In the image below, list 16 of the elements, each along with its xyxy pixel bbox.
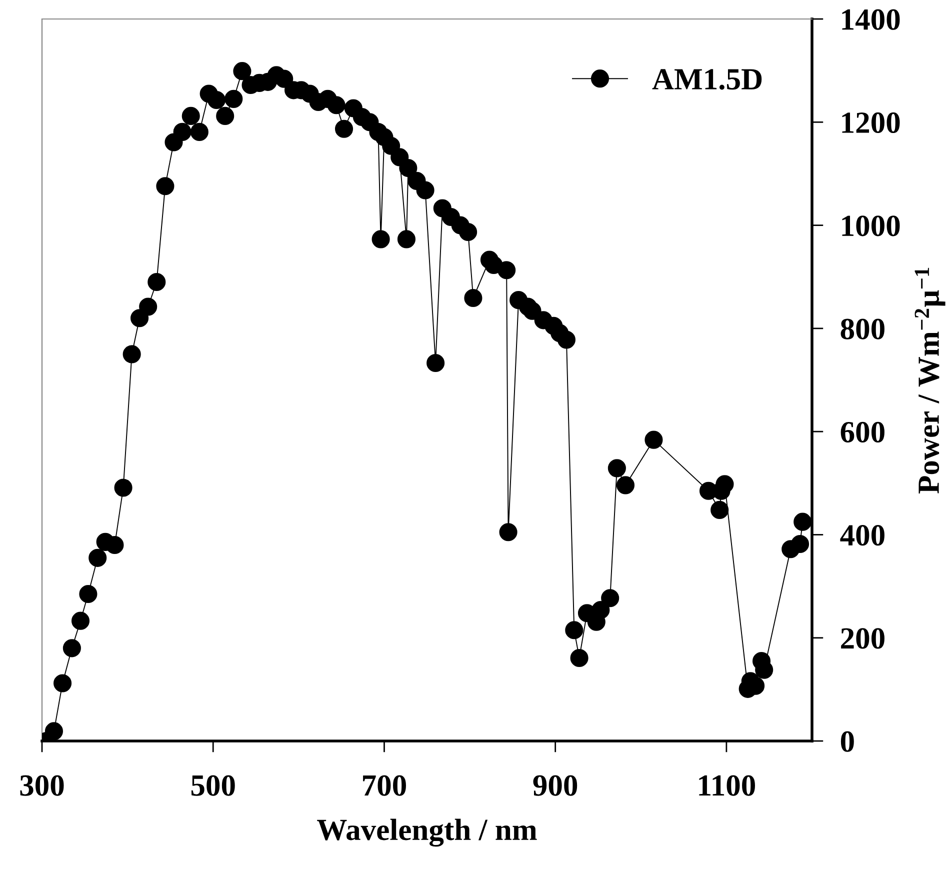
y-axis-title: Power / Wm$^{−2}$μ$^{−1}$ xyxy=(914,268,946,494)
x-tick-label: 1100 xyxy=(699,775,755,796)
y-tick-label: 0 xyxy=(840,731,854,752)
x-tick-label: 900 xyxy=(533,775,578,796)
x-tick-label: 500 xyxy=(191,775,235,796)
y-tick-label: 600 xyxy=(840,422,884,442)
y-tick-label: 1200 xyxy=(842,112,900,134)
y-tick-label: 1400 xyxy=(842,9,900,30)
y-tick-label: 1000 xyxy=(842,216,900,236)
legend-label: AM1.5D xyxy=(652,69,762,90)
x-tick-label: 300 xyxy=(20,775,64,796)
x-tick-label: 700 xyxy=(363,775,406,796)
y-tick-label: 200 xyxy=(841,628,884,649)
x-axis-title: Wavelength / nm xyxy=(317,818,537,847)
y-tick-label: 800 xyxy=(840,318,884,340)
y-tick-label: 400 xyxy=(840,524,884,546)
